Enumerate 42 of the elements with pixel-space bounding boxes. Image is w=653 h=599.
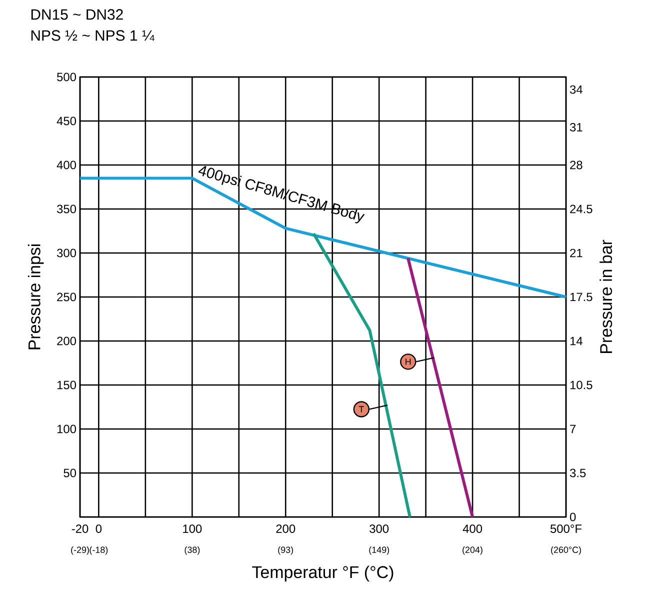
x2-tick-label: (204) — [462, 546, 482, 555]
y-tick-label: 300 — [56, 248, 76, 258]
y-tick-label: 200 — [57, 336, 76, 346]
y-tick-label: 500 — [57, 72, 76, 82]
y2-tick-label: 14 — [570, 336, 582, 346]
x-tick-label: 300 — [370, 524, 389, 533]
y2-axis-title: Pressure in bar — [600, 240, 612, 354]
x2-tick-label: (38) — [184, 546, 200, 555]
y2-tick-label: 24.5 — [570, 204, 592, 214]
annotation: T — [358, 406, 364, 412]
y2-tick-label: 34 — [570, 85, 582, 94]
x2-tick-label: (149) — [369, 546, 390, 555]
x-tick-label: 0 — [96, 524, 102, 533]
x-tick-label: 200 — [276, 524, 296, 533]
y2-tick-label: 7 — [570, 424, 576, 434]
x2-tick-label: (93) — [278, 546, 293, 555]
y-tick-label: 400 — [56, 160, 76, 170]
x-tick-label: 400 — [462, 524, 482, 533]
x-tick-label: -20 — [72, 524, 88, 533]
y2-tick-label: 17.5 — [570, 292, 592, 302]
x2-tick-label: (260°C) — [551, 546, 581, 555]
chart-title: DN15 ~ DN32 — [31, 9, 123, 20]
y2-tick-label: 0 — [570, 512, 576, 522]
y2-tick-label: 10.5 — [570, 380, 592, 390]
y-tick-label: 150 — [57, 380, 76, 390]
x-tick-label: 500°F — [550, 524, 582, 533]
y2-tick-label: 31 — [570, 123, 582, 132]
y-tick-label: 450 — [56, 116, 76, 126]
x2-tick-label: (-29) — [71, 546, 89, 555]
y2-tick-label: 28 — [570, 160, 582, 170]
y-tick-label: 50 — [64, 468, 76, 478]
y-axis-title: Pressure inpsi — [28, 244, 44, 350]
y2-tick-label: 3.5 — [570, 468, 586, 478]
x2-tick-label: (-18) — [90, 546, 108, 555]
annotation: H — [406, 358, 411, 365]
y2-tick-label: 21 — [570, 248, 582, 258]
y-tick-label: 250 — [57, 292, 76, 302]
chart-subtitle: NPS ½ ~ NPS 1 ¼ — [31, 30, 155, 41]
x-tick-label: 100 — [183, 524, 202, 533]
x-axis-title: Temperatur °F (°C) — [252, 566, 394, 582]
y-tick-label: 100 — [57, 424, 76, 434]
y-tick-label: 350 — [56, 204, 76, 214]
